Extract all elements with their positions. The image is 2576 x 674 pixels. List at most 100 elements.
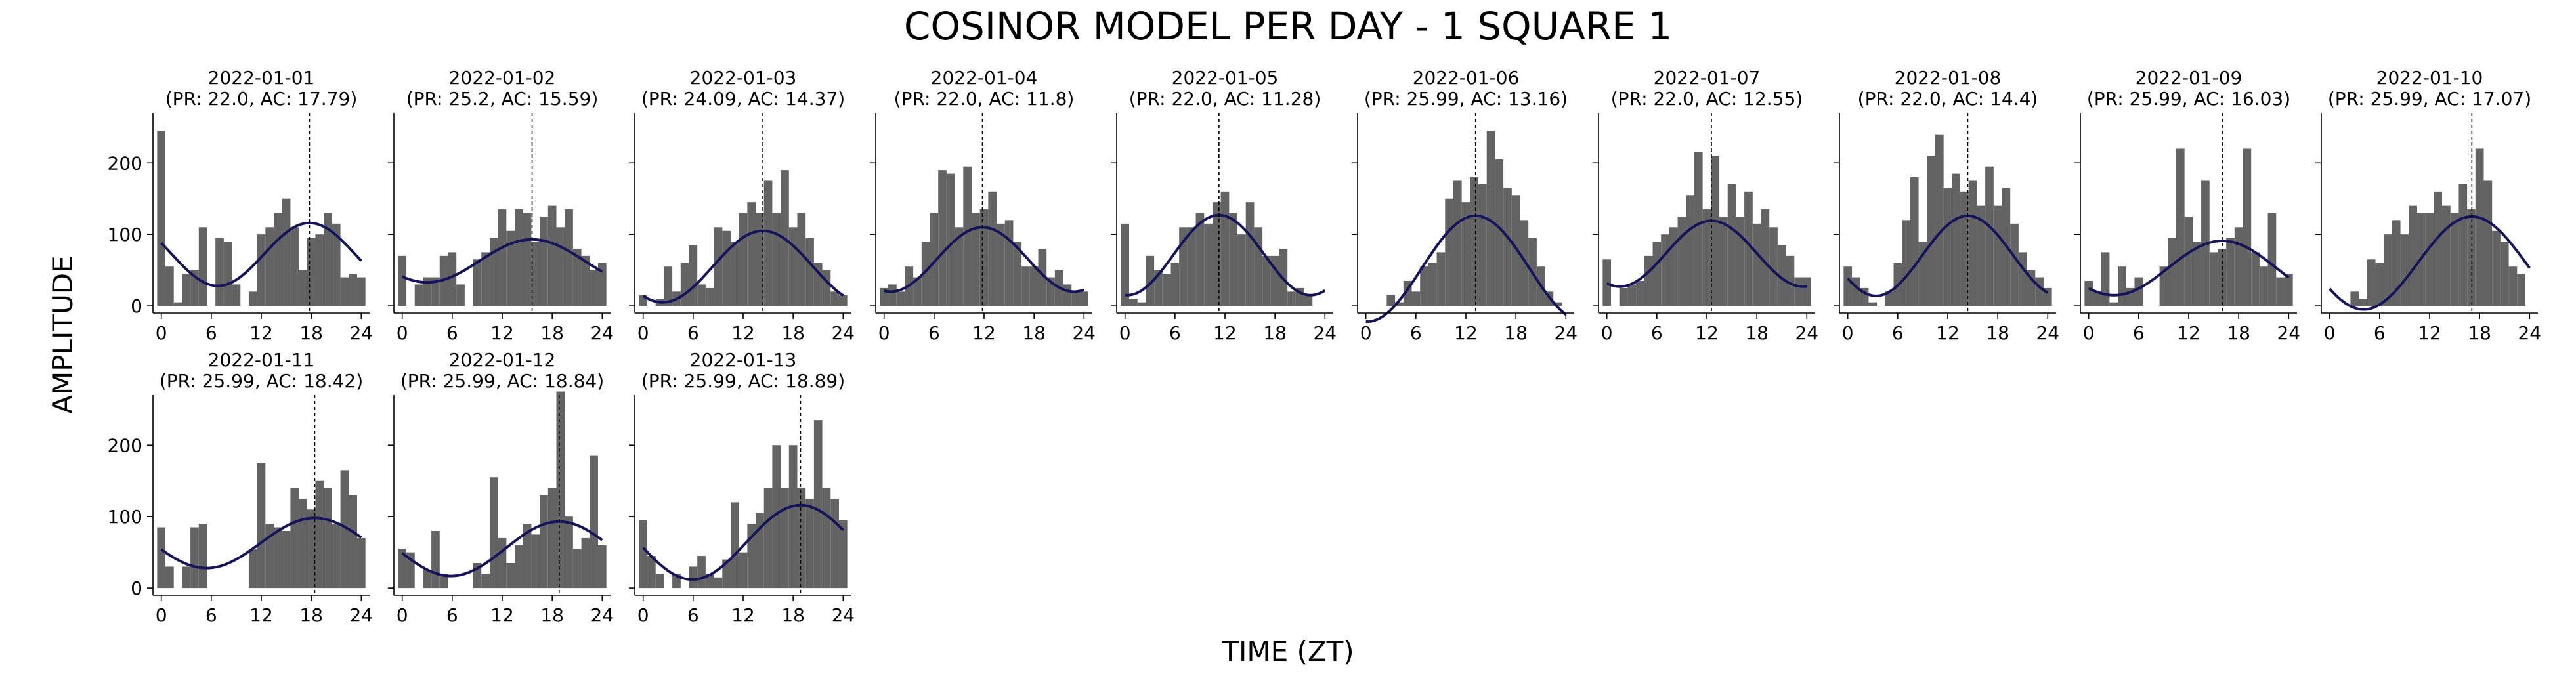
panel-date-title: 2022-01-10 (2376, 67, 2483, 89)
bar-hour-12 (1702, 209, 1711, 306)
bar-hour-6 (689, 245, 698, 306)
panel-2022-01-13: 2022-01-13(PR: 25.99, AC: 18.89) 0 6 12 18 24 (629, 349, 855, 626)
bar-hour-16 (1013, 242, 1022, 306)
bar-hour-19 (797, 488, 806, 589)
x-tick-label: 24 (2036, 322, 2059, 344)
bar-hour-9 (1677, 216, 1686, 306)
bar-hour-23 (2276, 277, 2285, 306)
bar-hour-2 (1619, 287, 1628, 306)
bar-hour-4 (190, 527, 199, 589)
bar-hour-22 (2508, 266, 2518, 306)
bar-hour-17 (781, 488, 789, 589)
bar-hour-10 (481, 252, 490, 306)
x-tick-label: 6 (1410, 322, 1422, 344)
x-tick-label: 12 (1695, 322, 1719, 344)
bar-hour-10 (963, 166, 972, 306)
bar-hour-16 (772, 213, 781, 306)
bar-hour-0 (2084, 280, 2093, 306)
bar-hour-11 (2176, 148, 2185, 306)
bar-hour-10 (1927, 156, 1935, 306)
bar-hour-2 (2101, 252, 2110, 306)
bar-hour-11 (248, 291, 257, 306)
bar-hour-16 (531, 242, 540, 306)
x-tick-label: 6 (205, 604, 217, 626)
bar-hour-21 (332, 524, 341, 589)
bar-hour-17 (299, 498, 307, 589)
bar-hour-23 (590, 270, 598, 306)
panel-date-title: 2022-01-04 (931, 67, 1038, 89)
bar-hour-3 (182, 566, 191, 589)
bar-hour-8 (705, 287, 714, 306)
x-tick-label: 6 (2133, 322, 2145, 344)
bar-hour-13 (265, 227, 274, 306)
bar-hour-19 (556, 227, 565, 306)
bar-hour-19 (2483, 180, 2493, 306)
bar-hour-13 (1711, 156, 1720, 306)
bar-hour-3 (423, 277, 432, 306)
x-tick-label: 12 (1454, 322, 1478, 344)
bar-hour-15 (1727, 184, 1736, 306)
bar-hour-7 (1902, 220, 1910, 306)
bar-hour-20 (1769, 227, 1778, 306)
panel-params-subtitle: (PR: 25.99, AC: 18.84) (400, 370, 604, 392)
bar-hour-13 (2193, 242, 2202, 306)
bar-hour-23 (349, 495, 357, 589)
bar-hour-15 (763, 180, 773, 306)
x-tick-label: 0 (1119, 322, 1131, 344)
bar-hour-12 (1461, 202, 1470, 306)
bar-hour-20 (2010, 223, 2019, 306)
bar-hour-13 (1229, 213, 1238, 306)
x-tick-label: 6 (2374, 322, 2386, 344)
bar-hour-5 (2367, 259, 2376, 306)
bar-hour-2 (896, 291, 905, 306)
bar-hour-12 (257, 463, 266, 589)
bar-hour-20 (805, 238, 814, 306)
x-tick-label: 6 (1169, 322, 1181, 344)
cosinor-curve (1606, 219, 1807, 288)
panel-date-title: 2022-01-02 (449, 67, 556, 89)
bar-hour-23 (2035, 277, 2044, 306)
bar-hour-18 (1511, 195, 1520, 306)
x-tick-label: 18 (540, 604, 564, 626)
bar-hour-11 (489, 238, 498, 306)
panel-date-title: 2022-01-09 (2136, 67, 2243, 89)
bar-hour-21 (332, 223, 341, 306)
bar-hour-17 (1262, 255, 1271, 306)
cosinor-curve (160, 221, 362, 287)
bar-hour-16 (290, 227, 299, 306)
bar-hour-16 (2218, 248, 2227, 306)
y-tick-label: 200 (108, 434, 142, 456)
x-tick-label: 12 (731, 322, 755, 344)
x-tick-label: 12 (2418, 322, 2441, 344)
panel-date-title: 2022-01-13 (690, 349, 797, 371)
bar-hour-10 (722, 230, 731, 306)
bar-hour-12 (498, 537, 507, 589)
bar-hour-8 (1669, 227, 1678, 306)
bar-hour-17 (540, 216, 548, 306)
bar-hour-2 (1137, 302, 1146, 306)
panel-params-subtitle: (PR: 22.0, AC: 11.28) (1129, 88, 1321, 110)
bar-hour-18 (1270, 255, 1279, 306)
bar-hour-17 (2467, 209, 2476, 306)
x-tick-label: 18 (1022, 322, 1046, 344)
bar-hour-19 (797, 213, 806, 306)
x-tick-label: 24 (831, 604, 855, 626)
bar-hour-14 (1960, 191, 1969, 306)
bar-hour-0 (157, 527, 166, 589)
bar-hour-22 (1786, 255, 1795, 306)
bar-hour-9 (1195, 213, 1205, 306)
bar-hour-21 (1777, 245, 1786, 306)
bar-hour-15 (1004, 220, 1014, 306)
bar-hour-16 (1495, 159, 1504, 306)
bar-hour-4 (1395, 302, 1404, 306)
bar-hour-14 (1719, 216, 1728, 306)
bar-hour-10 (481, 574, 490, 589)
x-tick-label: 0 (878, 322, 890, 344)
bar-hour-9 (473, 259, 482, 306)
bar-hour-4 (1154, 270, 1163, 306)
panel-params-subtitle: (PR: 25.99, AC: 16.03) (2087, 88, 2290, 110)
y-tick-label: 0 (131, 295, 142, 317)
bar-hour-8 (1428, 263, 1437, 306)
bar-hour-0 (157, 131, 166, 306)
x-tick-label: 24 (2518, 322, 2541, 344)
